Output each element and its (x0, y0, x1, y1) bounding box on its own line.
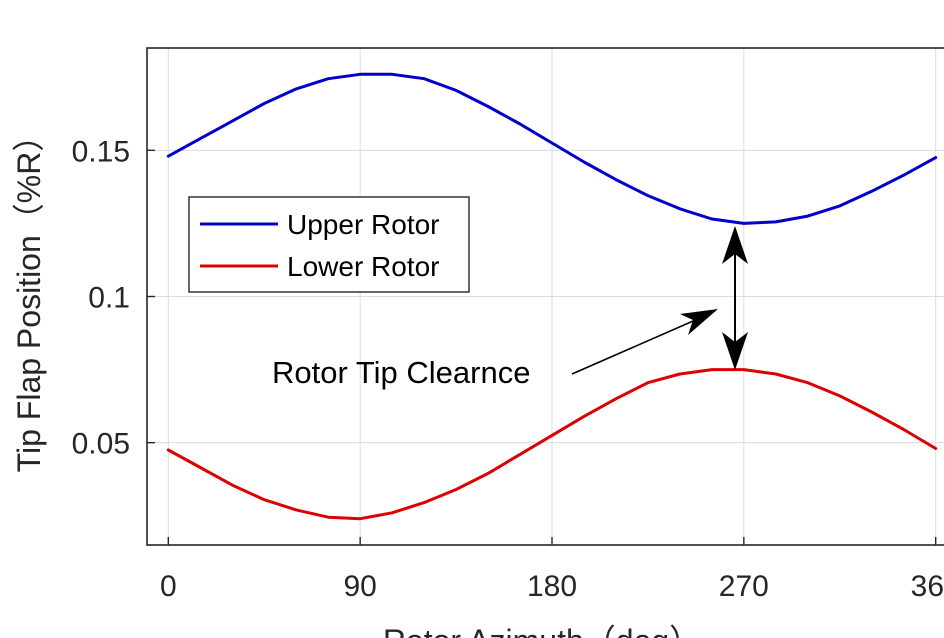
axis-ticks: 0 90 180 270 360 0.05 0.1 0.15 (72, 135, 944, 603)
legend-box (188, 196, 470, 293)
legend: Upper Rotor Lower Rotor (188, 196, 470, 293)
annotation-pointer-arrowhead-icon (680, 309, 718, 335)
x-tick-label: 270 (719, 570, 769, 603)
y-axis-title: Tip Flap Position（%R） (11, 120, 47, 473)
legend-label-upper-rotor: Upper Rotor (287, 209, 440, 240)
x-axis-title: Rotor Azimuth（deg） (383, 623, 701, 638)
series-layer (166, 72, 938, 521)
annotation-text: Rotor Tip Clearnce (272, 355, 530, 390)
x-tick-label: 180 (527, 570, 577, 603)
y-tick-label: 0.15 (72, 135, 130, 168)
grid (147, 48, 944, 545)
clearance-arrowhead-up-icon (722, 226, 748, 264)
x-tick-label: 0 (160, 570, 177, 603)
series-line-lower-rotor (166, 368, 938, 521)
legend-label-lower-rotor: Lower Rotor (287, 251, 440, 282)
x-tick-label: 90 (343, 570, 376, 603)
clearance-arrowhead-down-icon (722, 332, 748, 370)
y-tick-label: 0.05 (72, 428, 130, 461)
series-line-upper-rotor (166, 72, 938, 225)
annotation-pointer-line (571, 317, 701, 375)
y-tick-label: 0.1 (88, 282, 130, 315)
clearance-annotation: Rotor Tip Clearnce (272, 226, 748, 390)
x-tick-label: 360 (911, 570, 944, 603)
